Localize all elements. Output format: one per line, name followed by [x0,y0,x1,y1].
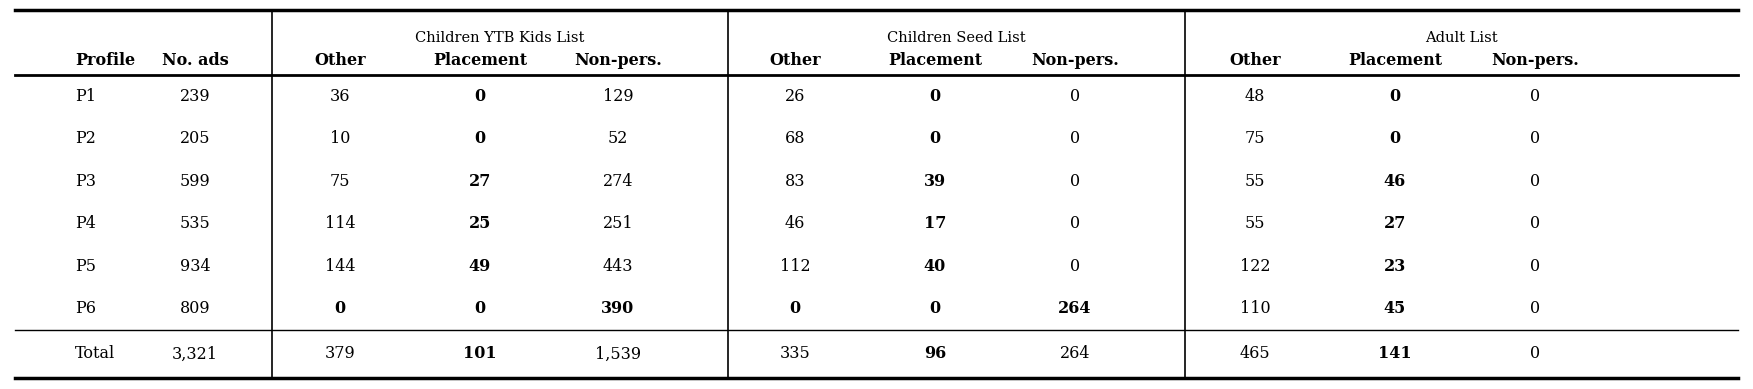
Text: 0: 0 [1530,173,1541,190]
Text: 27: 27 [1383,215,1406,232]
Text: 144: 144 [324,258,356,275]
Text: 46: 46 [785,215,805,232]
Text: P1: P1 [75,88,96,105]
Text: Placement: Placement [433,51,528,68]
Text: 535: 535 [179,215,210,232]
Text: 114: 114 [324,215,356,232]
Text: 0: 0 [1390,130,1401,147]
Text: Profile: Profile [75,51,135,68]
Text: 55: 55 [1245,215,1266,232]
Text: 101: 101 [463,345,496,363]
Text: Non-pers.: Non-pers. [1492,51,1579,68]
Text: 0: 0 [1069,258,1080,275]
Text: 0: 0 [1530,88,1541,105]
Text: 0: 0 [1530,345,1541,363]
Text: 46: 46 [1383,173,1406,190]
Text: 141: 141 [1378,345,1411,363]
Text: P3: P3 [75,173,96,190]
Text: Children Seed List: Children Seed List [887,31,1026,45]
Text: 251: 251 [603,215,633,232]
Text: Adult List: Adult List [1425,31,1497,45]
Text: P6: P6 [75,300,96,317]
Text: P5: P5 [75,258,96,275]
Text: 0: 0 [1390,88,1401,105]
Text: 3,321: 3,321 [172,345,217,363]
Text: 205: 205 [181,130,210,147]
Text: 0: 0 [475,130,486,147]
Text: Children YTB Kids List: Children YTB Kids List [415,31,586,45]
Text: 40: 40 [924,258,947,275]
Text: 0: 0 [1530,130,1541,147]
Text: 52: 52 [608,130,628,147]
Text: 110: 110 [1239,300,1271,317]
Text: 335: 335 [780,345,810,363]
Text: 27: 27 [468,173,491,190]
Text: 10: 10 [330,130,351,147]
Text: P4: P4 [75,215,96,232]
Text: 36: 36 [330,88,351,105]
Text: 49: 49 [468,258,491,275]
Text: 0: 0 [475,300,486,317]
Text: 0: 0 [1530,300,1541,317]
Text: 0: 0 [929,130,941,147]
Text: 0: 0 [335,300,345,317]
Text: 443: 443 [603,258,633,275]
Text: 96: 96 [924,345,947,363]
Text: 75: 75 [1245,130,1266,147]
Text: 45: 45 [1383,300,1406,317]
Text: 274: 274 [603,173,633,190]
Text: No. ads: No. ads [161,51,228,68]
Text: 25: 25 [468,215,491,232]
Text: Total: Total [75,345,116,363]
Text: 48: 48 [1245,88,1266,105]
Text: 55: 55 [1245,173,1266,190]
Text: 934: 934 [181,258,210,275]
Text: 26: 26 [785,88,805,105]
Text: 264: 264 [1061,345,1090,363]
Text: Non-pers.: Non-pers. [1031,51,1118,68]
Text: 465: 465 [1239,345,1271,363]
Text: 379: 379 [324,345,356,363]
Text: 264: 264 [1059,300,1092,317]
Text: 0: 0 [929,300,941,317]
Text: 0: 0 [1530,215,1541,232]
Text: Placement: Placement [889,51,982,68]
Text: 0: 0 [1069,215,1080,232]
Text: 1,539: 1,539 [594,345,642,363]
Text: 599: 599 [179,173,210,190]
Text: P2: P2 [75,130,96,147]
Text: 0: 0 [1069,130,1080,147]
Text: 39: 39 [924,173,947,190]
Text: 0: 0 [1530,258,1541,275]
Text: 0: 0 [475,88,486,105]
Text: Non-pers.: Non-pers. [575,51,663,68]
Text: 83: 83 [785,173,805,190]
Text: 122: 122 [1239,258,1271,275]
Text: Other: Other [314,51,366,68]
Text: 75: 75 [330,173,351,190]
Text: 239: 239 [181,88,210,105]
Text: 68: 68 [785,130,805,147]
Text: Other: Other [770,51,820,68]
Text: 17: 17 [924,215,947,232]
Text: 0: 0 [1069,88,1080,105]
Text: 23: 23 [1383,258,1406,275]
Text: 809: 809 [181,300,210,317]
Text: Other: Other [1229,51,1281,68]
Text: 112: 112 [780,258,810,275]
Text: Placement: Placement [1348,51,1443,68]
Text: 390: 390 [601,300,635,317]
Text: 0: 0 [1069,173,1080,190]
Text: 0: 0 [789,300,801,317]
Text: 0: 0 [929,88,941,105]
Text: 129: 129 [603,88,633,105]
